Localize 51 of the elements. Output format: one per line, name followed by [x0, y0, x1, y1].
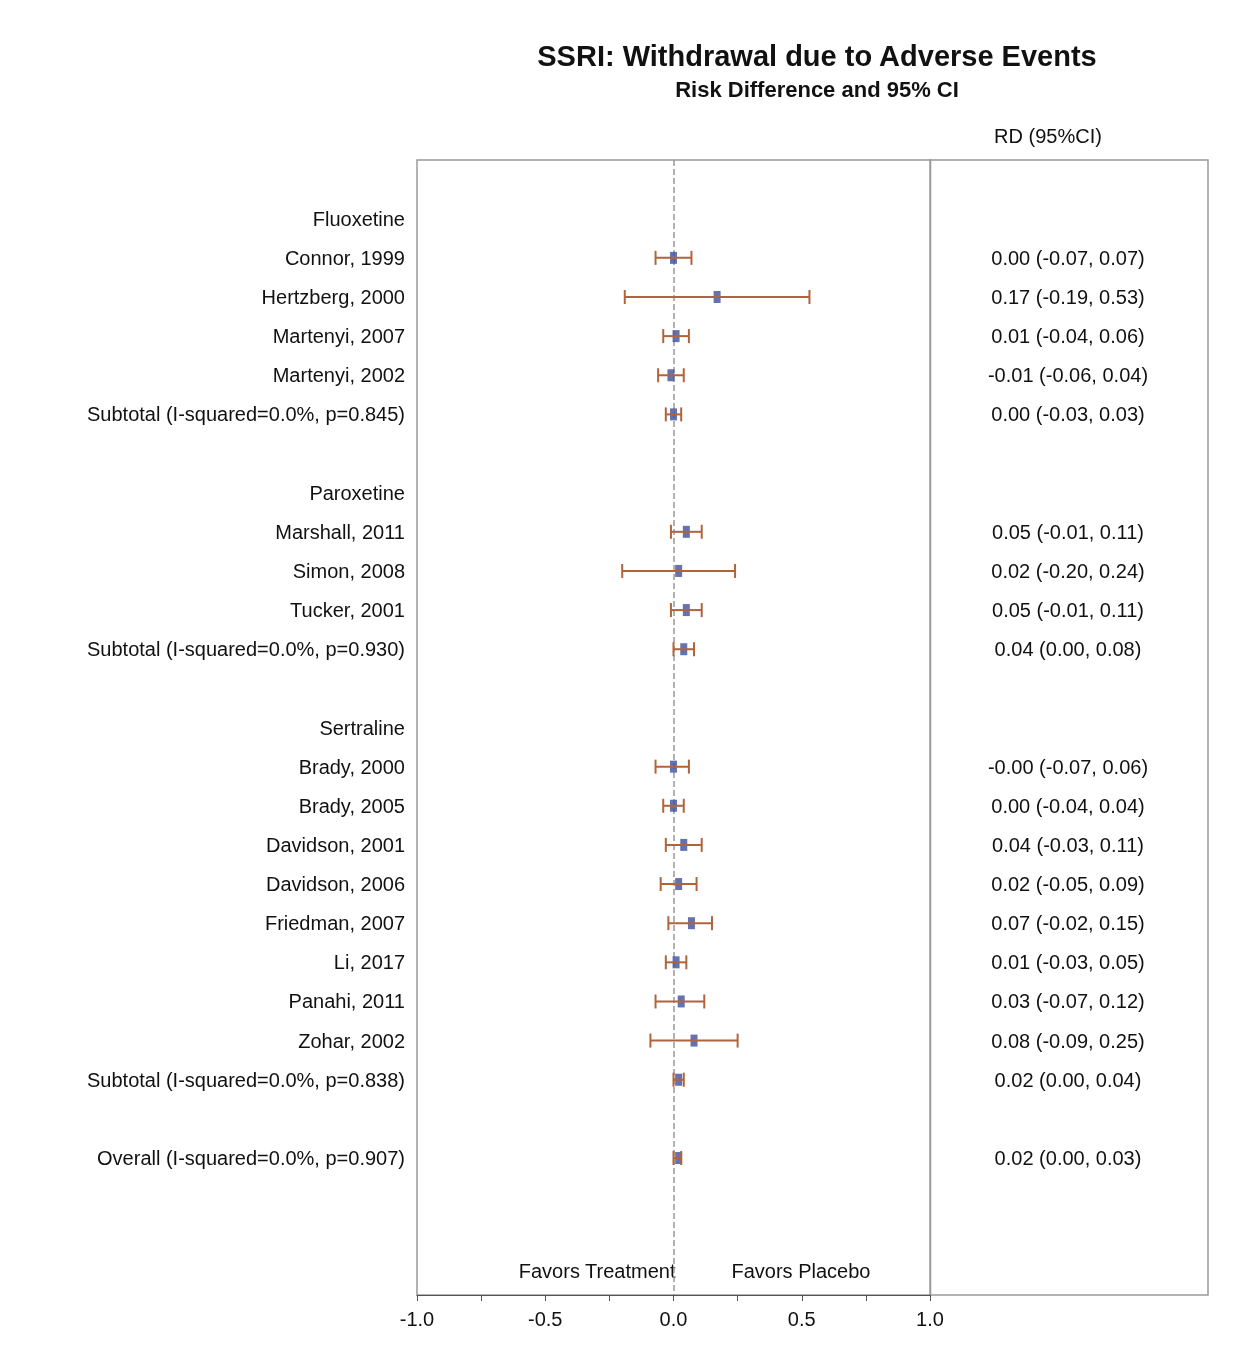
data-label: 0.04 (0.00, 0.08): [994, 638, 1142, 661]
data-label: 0.05 (-0.01, 0.11): [992, 599, 1144, 622]
data-label: 0.07 (-0.02, 0.15): [991, 912, 1145, 935]
data-label: 0.00 (-0.03, 0.03): [991, 403, 1145, 426]
y-tick-label: Subtotal (I-squared=0.0%, p=0.930): [87, 638, 405, 661]
x-tick-label: 0.5: [787, 1308, 816, 1330]
y-tick-label: Hertzberg, 2000: [261, 285, 405, 308]
data-label: 0.01 (-0.04, 0.06): [991, 325, 1145, 348]
y-tick-label: Martenyi, 2002: [272, 364, 405, 387]
x-tick-label: -1.0: [399, 1308, 435, 1330]
data-label: -0.00 (-0.07, 0.06): [987, 755, 1149, 778]
data-label: 0.02 (0.00, 0.04): [994, 1068, 1142, 1091]
data-label: 0.08 (-0.09, 0.25): [991, 1029, 1145, 1052]
y-tick-label: Zohar, 2002: [298, 1029, 405, 1052]
x-tick-label: -0.5: [528, 1308, 563, 1330]
y-tick-label: Paroxetine: [309, 481, 405, 504]
y-tick-label: Tucker, 2001: [290, 599, 405, 622]
y-tick-label: Brady, 2000: [298, 755, 405, 778]
chart-subtitle: Risk Difference and 95% CI: [675, 76, 959, 102]
y-tick-label: Marshall, 2011: [275, 520, 405, 543]
data-label: 0.00 (-0.07, 0.07): [991, 246, 1145, 269]
y-tick-label: Martenyi, 2007: [272, 325, 405, 348]
y-tick-label: Davidson, 2001: [266, 833, 405, 856]
data-label: 0.17 (-0.19, 0.53): [991, 285, 1145, 308]
y-tick-label: Subtotal (I-squared=0.0%, p=0.845): [87, 403, 405, 426]
annotation: Favors Placebo: [731, 1260, 871, 1282]
y-tick-label: Brady, 2005: [298, 794, 405, 817]
x-tick-label: 1.0: [916, 1308, 944, 1330]
y-tick-label: Simon, 2008: [292, 559, 405, 582]
data-label: 0.05 (-0.01, 0.11): [992, 520, 1144, 543]
y-tick-label: Li, 2017: [333, 951, 405, 974]
data-label: 0.02 (-0.20, 0.24): [991, 559, 1145, 582]
y-tick-label: Friedman, 2007: [264, 912, 405, 935]
y-tick-label: Overall (I-squared=0.0%, p=0.907): [97, 1147, 405, 1170]
text: RD (95%CI): [994, 125, 1102, 147]
data-label: 0.04 (-0.03, 0.11): [992, 833, 1144, 856]
chart-title: SSRI: Withdrawal due to Adverse Events: [537, 39, 1097, 72]
y-tick-label: Fluoxetine: [312, 207, 405, 230]
annotation: Favors Treatment: [518, 1260, 676, 1282]
x-tick-label: 0.0: [659, 1308, 688, 1330]
data-label: 0.02 (-0.05, 0.09): [991, 873, 1145, 896]
data-label: -0.01 (-0.06, 0.04): [987, 364, 1149, 387]
data-label: 0.02 (0.00, 0.03): [994, 1147, 1142, 1170]
y-tick-label: Sertraline: [319, 716, 405, 739]
data-label: 0.00 (-0.04, 0.04): [991, 794, 1145, 817]
y-tick-label: Subtotal (I-squared=0.0%, p=0.838): [87, 1068, 405, 1091]
data-label: 0.01 (-0.03, 0.05): [991, 951, 1145, 974]
y-tick-label: Connor, 1999: [284, 246, 405, 269]
data-label: 0.03 (-0.07, 0.12): [991, 990, 1145, 1013]
y-tick-label: Davidson, 2006: [266, 873, 405, 896]
y-tick-label: Panahi, 2011: [288, 990, 405, 1013]
